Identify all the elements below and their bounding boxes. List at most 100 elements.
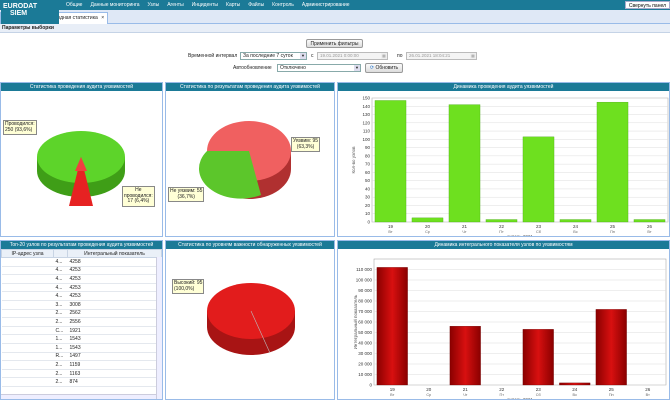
- x-tick-day: Вс: [573, 230, 578, 234]
- cell-ip: [1, 334, 54, 344]
- cell-v: 4258: [67, 257, 162, 267]
- y-tick-label: 70 000: [358, 309, 372, 314]
- cell-c: 2...: [53, 369, 68, 379]
- refresh-button[interactable]: ⟳ Обновить: [365, 63, 403, 73]
- cell-c: 3...: [53, 300, 68, 310]
- cell-v: 1163: [67, 369, 162, 379]
- y-tick-label: 40: [365, 186, 371, 191]
- table-row[interactable]: 2... 1163: [1, 369, 162, 379]
- logo: EURODAT SIEM: [1, 0, 59, 24]
- bar: [633, 219, 666, 223]
- from-date-field[interactable]: 19.01.2021 0:00:00 ▦: [317, 52, 388, 60]
- table-row[interactable]: 4... 4253: [1, 274, 162, 284]
- nav-item-4[interactable]: Инциденты: [191, 2, 219, 8]
- bar: [595, 309, 627, 386]
- tooltip-notvuln: Не уязвим: 55 (36,7%): [168, 187, 205, 202]
- from-label: с: [311, 53, 314, 59]
- cell-ip: [1, 326, 54, 336]
- bar: [449, 326, 481, 386]
- x-tick-label: 21: [462, 224, 468, 229]
- cell-c: 2...: [53, 377, 68, 387]
- table-row[interactable]: 4... 4253: [1, 283, 162, 293]
- cell-v: 2556: [67, 317, 162, 327]
- y-tick-label: 20 000: [358, 362, 372, 367]
- cell-v: 2562: [67, 309, 162, 319]
- from-date-value: 19.01.2021 0:00:00: [320, 53, 359, 58]
- table-row[interactable]: R... 1497: [1, 352, 162, 362]
- cell-ip: [1, 352, 54, 362]
- panel-severity: Статистика по уровням важности обнаружен…: [165, 240, 335, 400]
- bar: [596, 101, 629, 223]
- table-row[interactable]: 4... 4253: [1, 266, 162, 276]
- cell-ip: [1, 300, 54, 310]
- pie-chart-results: [198, 121, 291, 199]
- main-menu: Общие Данные мониторинга Узлы Агенты Инциден…: [62, 0, 354, 10]
- cell-ip: [1, 266, 54, 276]
- x-tick-day: Вт: [388, 230, 392, 234]
- table-row[interactable]: 2... 2556: [1, 317, 162, 327]
- interval-select[interactable]: За последние 7 суток ▼: [240, 52, 307, 60]
- close-icon[interactable]: ×: [101, 15, 105, 21]
- cell-ip: [1, 291, 54, 301]
- top20-table: IP-адрес узла Интегральный показатель 4.…: [1, 249, 162, 387]
- calendar-icon[interactable]: ▦: [381, 53, 387, 59]
- panel-top20: Топ-20 узлов по результатам проведения а…: [0, 240, 163, 400]
- x-axis-label: январь 2021: [507, 397, 533, 400]
- col-header-blank[interactable]: [53, 249, 68, 258]
- panel-audit-results: Статистика по результатам проведения ауд…: [165, 82, 335, 237]
- table-row[interactable]: 4... 4258: [1, 257, 162, 267]
- table-row[interactable]: 2... 2562: [1, 309, 162, 319]
- panel-title: Топ-20 узлов по результатам проведения а…: [1, 241, 162, 249]
- cell-v: 1543: [67, 334, 162, 344]
- table-row[interactable]: 1... 1543: [1, 343, 162, 353]
- x-tick-label: 23: [536, 224, 542, 229]
- x-tick-label: 24: [573, 224, 579, 229]
- cell-c: 1...: [53, 334, 68, 344]
- table-row[interactable]: 2... 1159: [1, 360, 162, 370]
- cell-c: 4...: [53, 291, 68, 301]
- x-tick-label: 22: [499, 224, 505, 229]
- nav-item-3[interactable]: Агенты: [167, 2, 184, 8]
- y-tick-label: 110: [363, 129, 371, 134]
- cell-v: 4253: [67, 266, 162, 276]
- nav-item-0[interactable]: Общие: [66, 2, 83, 8]
- table-row[interactable]: 3... 3008: [1, 300, 162, 310]
- cell-c: C...: [53, 326, 68, 336]
- y-tick-label: 0: [369, 383, 372, 388]
- refresh-label: Обновить: [375, 65, 399, 71]
- table-row[interactable]: C... 1921: [1, 326, 162, 336]
- x-tick-label: 20: [426, 387, 432, 392]
- params-section-title[interactable]: Параметры выборки: [0, 24, 670, 33]
- cell-ip: [1, 274, 54, 284]
- horizontal-scrollbar[interactable]: [1, 394, 156, 399]
- nav-item-8[interactable]: Администрирование: [301, 2, 350, 8]
- vertical-scrollbar[interactable]: [156, 257, 162, 399]
- bar: [522, 136, 555, 223]
- table-row[interactable]: 1... 1543: [1, 334, 162, 344]
- table-row[interactable]: 2... 874: [1, 377, 162, 387]
- nav-item-5[interactable]: Карты: [226, 2, 241, 8]
- apply-filters-button[interactable]: Применить фильтры: [306, 39, 363, 48]
- nav-item-1[interactable]: Данные мониторинга: [90, 2, 140, 8]
- cell-ip: [1, 309, 54, 319]
- autorefresh-select[interactable]: Отключено ▼: [277, 64, 361, 72]
- calendar-icon[interactable]: ▦: [470, 53, 476, 59]
- collapse-panel-button[interactable]: Свернуть панел: [624, 1, 670, 9]
- table-row[interactable]: 4... 4253: [1, 291, 162, 301]
- cell-c: 4...: [53, 274, 68, 284]
- bar: [448, 104, 481, 223]
- x-tick-day: Ср: [425, 230, 430, 234]
- chevron-down-icon: ▼: [300, 53, 306, 59]
- nav-item-6[interactable]: Файлы: [248, 2, 265, 8]
- autorefresh-label: Автообновление: [233, 65, 272, 71]
- col-header-ip[interactable]: IP-адрес узла: [1, 249, 54, 258]
- cell-v: 1497: [67, 352, 162, 362]
- x-tick-label: 24: [572, 387, 578, 392]
- x-tick-label: 23: [536, 387, 542, 392]
- col-header-value[interactable]: Интегральный показатель: [67, 249, 162, 258]
- x-tick-day: Пн: [610, 230, 615, 234]
- nav-item-7[interactable]: Контроль: [272, 2, 294, 8]
- to-date-field[interactable]: 26.01.2021 18:04:21 ▦: [406, 52, 477, 60]
- nav-item-2[interactable]: Узлы: [147, 2, 160, 8]
- y-tick-label: 80: [365, 153, 371, 158]
